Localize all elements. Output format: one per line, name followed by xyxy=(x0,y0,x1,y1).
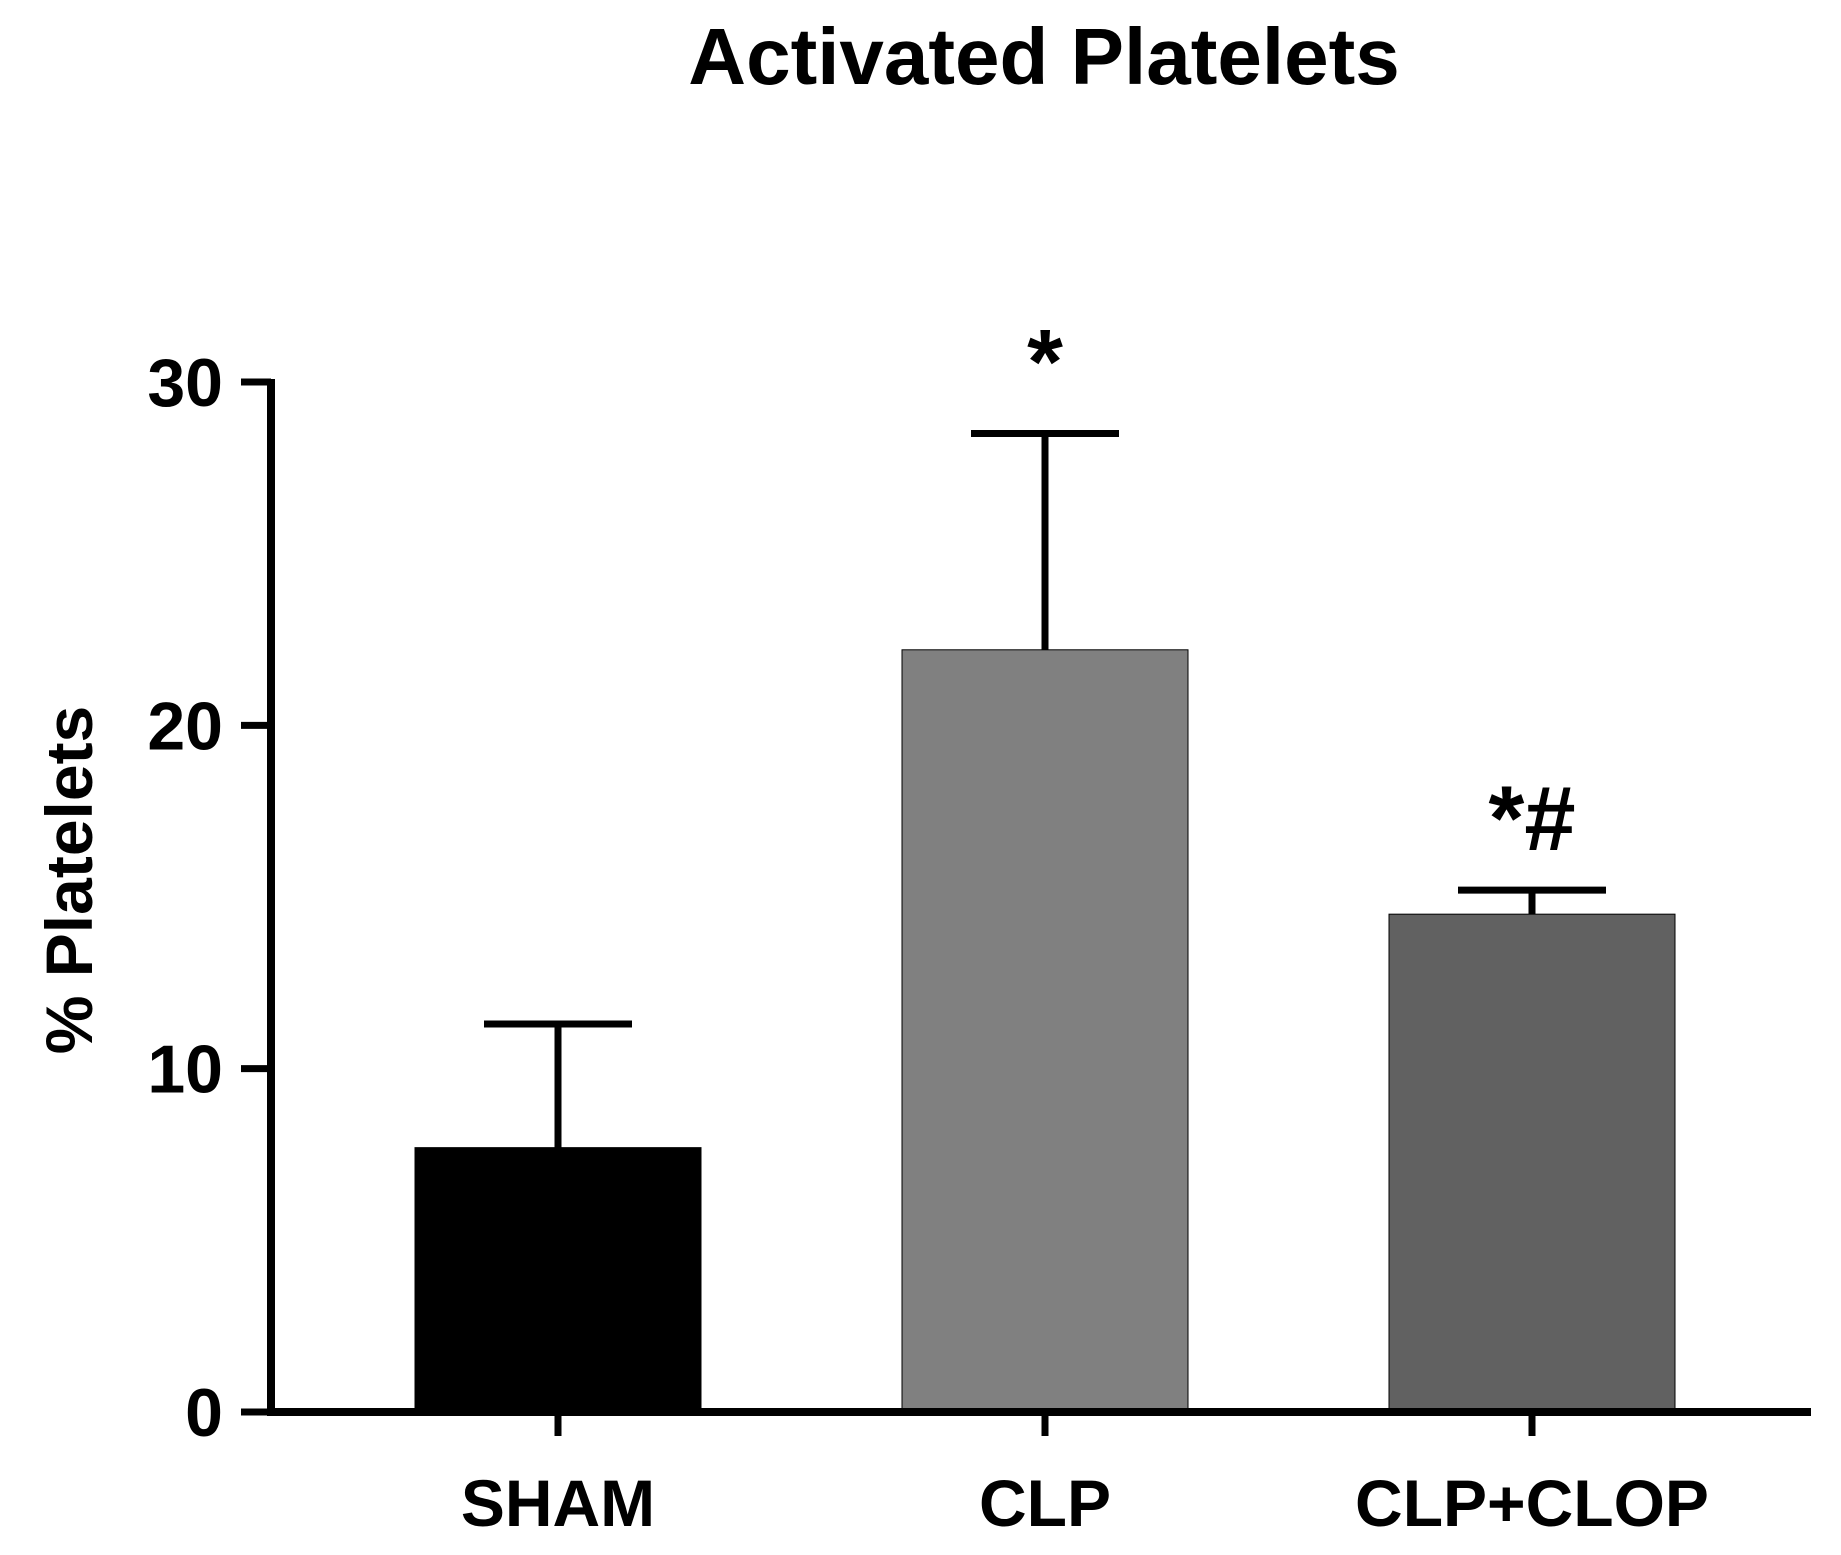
bar-clp-clop xyxy=(1388,913,1676,1413)
chart-title: Activated Platelets xyxy=(688,12,1399,101)
bar-clp xyxy=(901,649,1189,1413)
y-axis-label: % Platelets xyxy=(32,706,106,1055)
y-tick-label: 0 xyxy=(185,1375,223,1451)
y-tick-label: 20 xyxy=(147,688,223,764)
bar-sham xyxy=(414,1147,702,1413)
x-tick-label: SHAM xyxy=(461,1466,655,1540)
x-tick-label: CLP+CLOP xyxy=(1355,1466,1709,1540)
significance-marker: * xyxy=(1027,312,1063,414)
x-tick-label: CLP xyxy=(979,1466,1111,1540)
y-tick-label: 10 xyxy=(147,1032,223,1108)
plot-area: SHAM * CLP *# CLP+CLOP 0 10 20 30 xyxy=(147,312,1811,1540)
significance-marker: *# xyxy=(1489,768,1576,870)
y-tick-label: 30 xyxy=(147,345,223,421)
